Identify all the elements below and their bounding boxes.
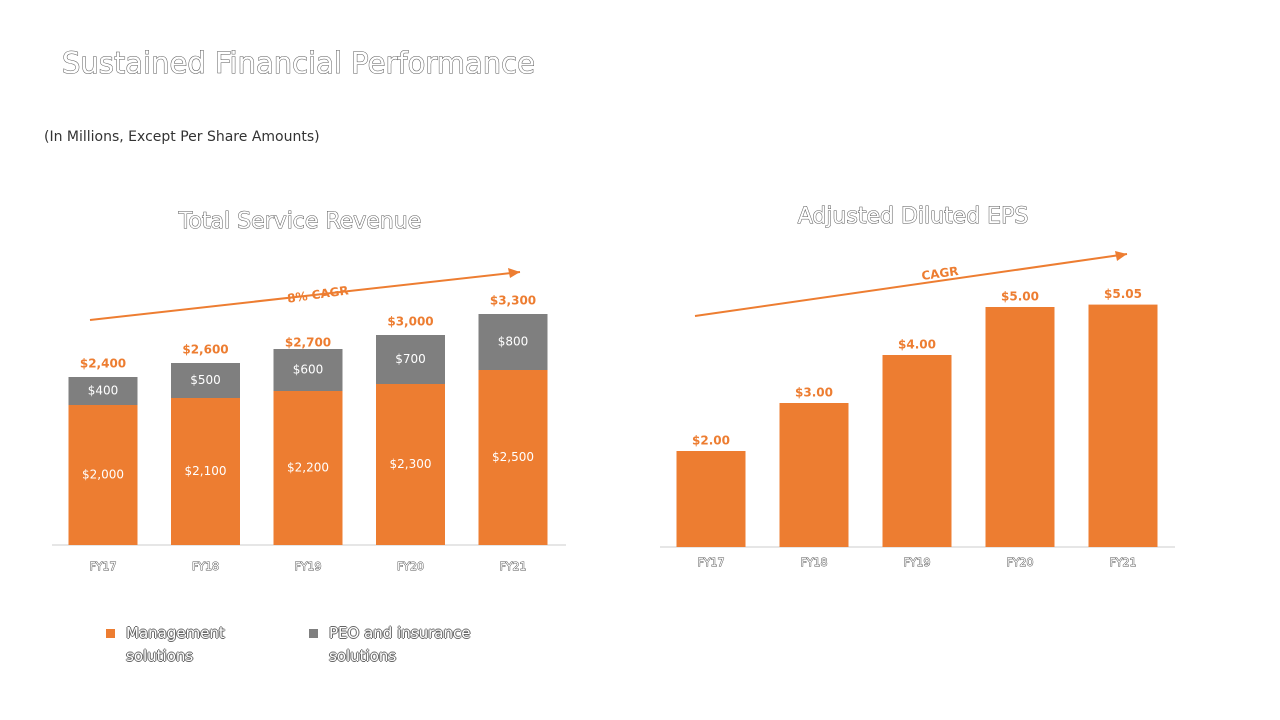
x-tick-label: FY21 [1109, 556, 1136, 569]
slide-title: Sustained Financial Performance [62, 46, 535, 80]
bar-segment [273, 349, 343, 391]
annotation: CAGR [921, 264, 960, 283]
value-label: $4.00 [898, 338, 936, 352]
total-label: $3,300 [490, 294, 536, 308]
x-tick-label: FY19 [903, 556, 930, 569]
bar-segment [68, 377, 138, 405]
chart-title: Adjusted Diluted EPS [798, 204, 1029, 229]
value-label: $600 [293, 363, 324, 377]
bar [985, 307, 1055, 547]
value-label: $400 [88, 384, 119, 398]
bar-segment [376, 384, 445, 545]
value-label: $700 [395, 352, 426, 366]
bar-segment [478, 370, 548, 545]
value-label: $2.00 [692, 434, 730, 448]
bar-segment [68, 405, 138, 545]
value-label: $800 [498, 335, 529, 349]
subtitle: (In Millions, Except Per Share Amounts) [44, 129, 320, 145]
value-label: $5.00 [1001, 290, 1039, 304]
bar-segment [376, 335, 445, 384]
chart-title: Total Service Revenue [178, 209, 421, 234]
trend-arrow [89, 271, 521, 321]
bar [676, 451, 746, 547]
x-tick-label: FY20 [1006, 556, 1033, 569]
bar [1088, 304, 1158, 547]
value-label: $2,300 [390, 457, 432, 471]
legend-label: PEO and insurance solutions [329, 624, 471, 665]
value-label: $2,100 [185, 464, 227, 478]
legend-swatch [309, 629, 318, 638]
bar [882, 355, 952, 547]
value-label: $2,200 [287, 461, 329, 475]
total-label: $3,000 [387, 315, 433, 329]
bar-segment [171, 398, 240, 545]
x-tick-label: FY17 [697, 556, 724, 569]
bar-segment [273, 391, 343, 545]
x-tick-label: FY20 [397, 560, 424, 573]
total-label: $2,400 [80, 357, 126, 371]
legend-label: Management solutions [126, 624, 225, 665]
x-tick-label: FY18 [192, 560, 219, 573]
annotation: 8% CAGR [286, 283, 349, 305]
arrow-head [1115, 251, 1127, 261]
value-label: $2,000 [82, 468, 124, 482]
bar [779, 403, 849, 547]
bar-segment [478, 314, 548, 370]
total-label: $2,700 [285, 336, 331, 350]
x-tick-label: FY19 [294, 560, 321, 573]
value-label: $3.00 [795, 386, 833, 400]
arrow-head [508, 268, 520, 278]
bar-segment [171, 363, 240, 398]
value-label: $5.05 [1104, 287, 1142, 301]
total-label: $2,600 [182, 343, 228, 357]
legend-swatch [106, 629, 115, 638]
x-tick-label: FY18 [800, 556, 827, 569]
trend-arrow [694, 253, 1128, 317]
value-label: $2,500 [492, 450, 534, 464]
x-tick-label: FY17 [89, 560, 116, 573]
value-label: $500 [190, 373, 221, 387]
x-tick-label: FY21 [499, 560, 526, 573]
